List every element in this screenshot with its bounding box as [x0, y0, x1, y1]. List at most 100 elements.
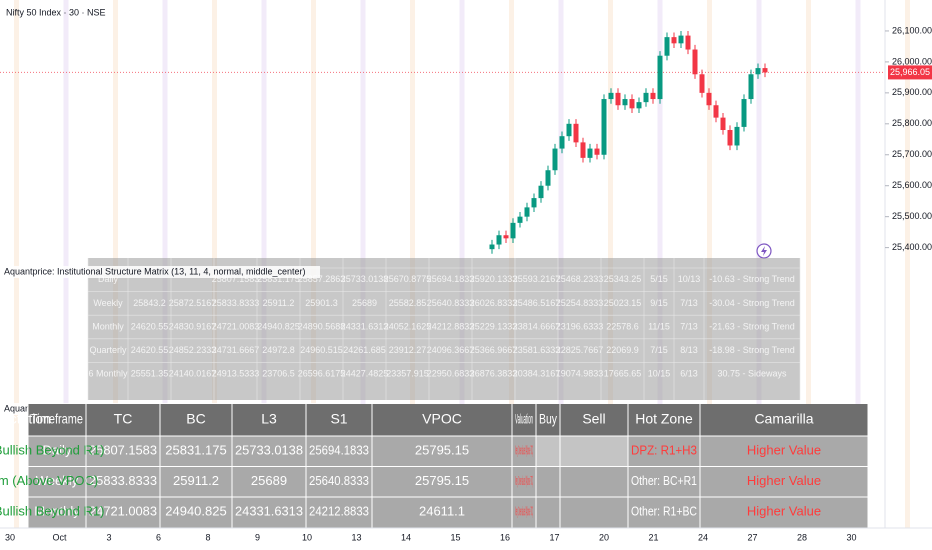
candle-body — [629, 99, 635, 109]
matrix-cell: 30.75 - Sideways — [717, 369, 787, 379]
matrix-cell: 25366.9667 — [470, 345, 518, 355]
matrix-cell: 24731.6667 — [212, 345, 260, 355]
matrix-cell: 24096.3667 — [427, 345, 475, 355]
matrix-cell: 6/13 — [680, 369, 698, 379]
dashboard-cell: 24940.825 — [165, 504, 226, 519]
matrix-cell: 24212.8833 — [427, 321, 475, 331]
dashboard-header-bg — [28, 404, 868, 436]
matrix-cell: 19074.9833 — [556, 369, 604, 379]
dashboard-cell: 25831.175 — [165, 443, 226, 458]
matrix-cell: 25733.0138 — [341, 274, 389, 284]
dashboard-cell: 25795.15 — [415, 443, 469, 458]
matrix-cell: 23357.915 — [386, 369, 429, 379]
stripe — [14, 0, 19, 528]
matrix-cell: 22950.6833 — [427, 369, 475, 379]
dashboard-empty-cell — [536, 466, 560, 497]
dashboard-cell: Daily — [43, 443, 72, 458]
symbol-title: Nifty 50 Index · 30 · NSE — [6, 7, 106, 17]
x-tick-label: 8 — [205, 532, 210, 542]
dashboard-cell: Higher Value — [747, 473, 821, 488]
y-tick-label: 25,400.00 — [892, 242, 932, 252]
candle-body — [545, 170, 551, 186]
dashboard-cell: Very Overvalued (Above TC) — [515, 504, 533, 519]
dashboard-cell: 24212.8833 — [309, 504, 369, 519]
y-tick-label: 25,800.00 — [892, 118, 932, 128]
candle-body — [643, 92, 649, 103]
candle-body — [601, 99, 607, 155]
x-tick-label: 20 — [599, 532, 609, 542]
dashboard-empty-cell — [560, 497, 628, 528]
matrix-cell: Daily — [98, 274, 119, 284]
candle-body — [636, 102, 642, 109]
dashboard-cell: 25689 — [251, 473, 287, 488]
dashboard-header: S1 — [330, 411, 347, 427]
matrix-cell: 23196.6333 — [556, 321, 604, 331]
dashboard-cell: Very Overvalued (Above TC) — [515, 473, 533, 488]
matrix-cell: 26026.8333 — [470, 298, 518, 308]
matrix-cell: 7/13 — [680, 321, 698, 331]
matrix-cell: 25254.8333 — [556, 298, 604, 308]
matrix-cell: 9/15 — [650, 298, 668, 308]
candle-body — [671, 37, 677, 44]
matrix-cell: 24140.0167 — [169, 369, 217, 379]
y-tick-label: 26,100.00 — [892, 25, 932, 35]
last-price-label: 25,966.05 — [890, 67, 930, 77]
dashboard-header: VPOC — [422, 411, 462, 427]
dashboard-cell: Monthly — [34, 504, 80, 519]
x-tick-label: 13 — [351, 532, 361, 542]
matrix-cell: 25593.2167 — [513, 274, 561, 284]
dashboard-empty-cell — [560, 436, 628, 467]
candle-body — [489, 244, 495, 250]
matrix-cell: 5/15 — [650, 274, 668, 284]
candle-body — [664, 37, 670, 56]
candle-body — [538, 185, 544, 199]
candle-body — [559, 136, 565, 149]
candle-body — [727, 130, 733, 146]
matrix-cell: 25486.5167 — [513, 298, 561, 308]
matrix-cell: 25670.8775 — [384, 274, 432, 284]
matrix-cell: 20384.3167 — [513, 369, 561, 379]
matrix-cell: 24972.8 — [262, 345, 295, 355]
dashboard-header: Valuation — [515, 411, 533, 427]
dashboard-cell: 25795.15 — [415, 473, 469, 488]
x-tick-label: 24 — [698, 532, 708, 542]
matrix-cell: Monthly — [92, 321, 124, 331]
matrix-cell: 8/13 — [680, 345, 698, 355]
matrix-cell: 22825.7667 — [556, 345, 604, 355]
candle-body — [713, 105, 719, 118]
x-tick-label: 21 — [648, 532, 658, 542]
x-tick-label: 27 — [747, 532, 757, 542]
x-tick-label: 30 — [846, 532, 856, 542]
dashboard-header: Camarilla — [754, 411, 813, 427]
matrix-cell: -30.04 - Strong Trend — [709, 298, 795, 308]
dashboard-cell: Weekly — [36, 473, 79, 488]
matrix-cell: 25694.1833 — [427, 274, 475, 284]
candle-body — [692, 49, 698, 75]
candle-body — [552, 148, 558, 171]
dashboard-cell: Extended Move (Bullish Beyond R1) — [0, 443, 104, 458]
candle-body — [678, 35, 684, 44]
candle-body — [755, 68, 761, 75]
matrix-cell: 26876.3833 — [470, 369, 518, 379]
matrix-cell: 6 Monthly — [88, 369, 128, 379]
matrix-cell: 11/15 — [648, 321, 670, 331]
y-tick-label: 25,500.00 — [892, 211, 932, 221]
dashboard-header: Day Expectation — [0, 411, 51, 427]
matrix-cell: 24427.4825 — [341, 369, 389, 379]
candle-body — [524, 207, 530, 217]
matrix-cell: 24052.1625 — [384, 321, 432, 331]
structure-matrix: Daily 25807.158325831.17525857.286325733.… — [0, 258, 801, 400]
dashboard-cell: 25640.8333 — [309, 473, 369, 488]
candle-body — [496, 235, 502, 245]
candle-body — [650, 92, 656, 100]
candle-body — [741, 99, 747, 127]
dashboard-cell: Other: BC+R1 — [631, 473, 697, 488]
candle-body — [510, 222, 516, 239]
matrix-cell: 23912.27 — [389, 345, 427, 355]
matrix-cell: 24830.9167 — [169, 321, 217, 331]
matrix-cell: 25831.175 — [257, 274, 300, 284]
matrix-cell: 7/15 — [650, 345, 668, 355]
matrix-cell: Quarterly — [89, 345, 127, 355]
x-tick-label: 9 — [255, 532, 260, 542]
matrix-label-bg — [0, 266, 320, 278]
